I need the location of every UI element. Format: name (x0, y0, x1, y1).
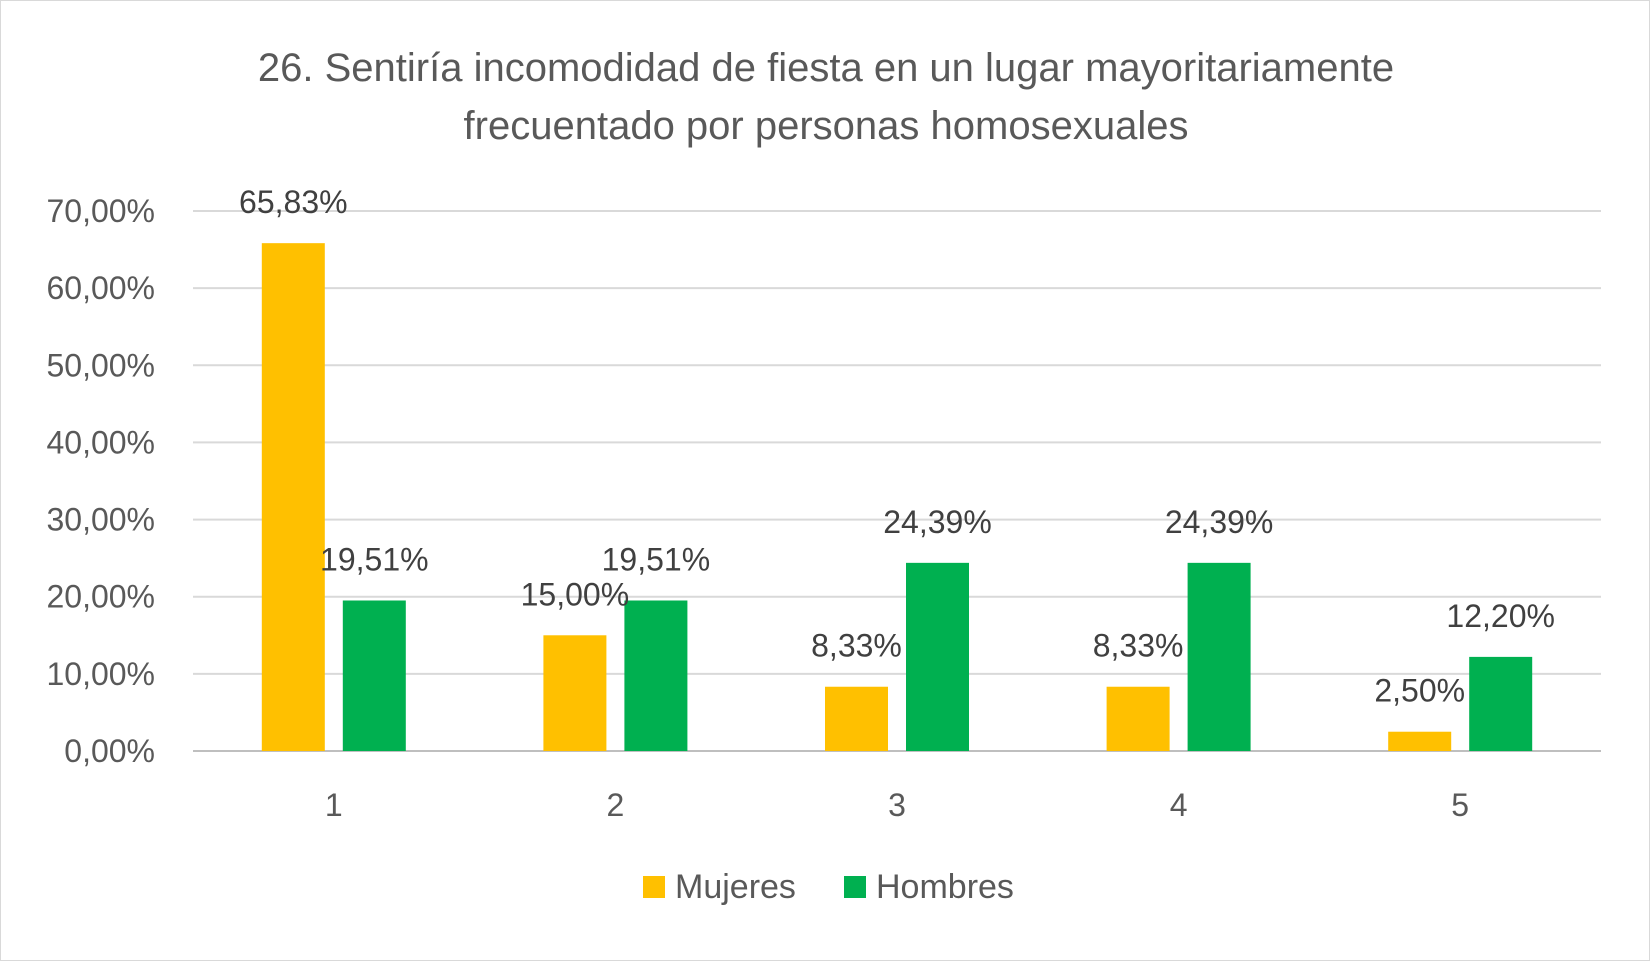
x-tick-label: 5 (1451, 787, 1469, 823)
y-tick-label: 30,00% (46, 502, 155, 538)
data-label-mujeres-5: 2,50% (1374, 673, 1465, 709)
y-tick-label: 0,00% (64, 733, 155, 769)
y-axis-tick-labels: 0,00% 10,00% 20,00% 30,00% 40,00% 50,00% 60,00… (46, 193, 155, 769)
legend-swatch-mujeres (643, 876, 665, 898)
x-tick-label: 1 (325, 787, 343, 823)
bar-mujeres-1 (261, 243, 325, 751)
x-axis-tick-labels: 1 2 3 4 5 (325, 787, 1469, 823)
data-labels: 65,83%19,51%15,00%19,51%8,33%24,39%8,33%… (239, 184, 1555, 709)
y-tick-label: 20,00% (46, 579, 155, 615)
y-tick-label: 10,00% (46, 656, 155, 692)
y-tick-label: 40,00% (46, 424, 155, 460)
legend-swatch-hombres (844, 876, 866, 898)
gridlines (193, 210, 1601, 752)
x-tick-label: 4 (1170, 787, 1188, 823)
x-tick-label: 2 (607, 787, 625, 823)
bar-hombres-2 (624, 600, 688, 751)
data-label-hombres-2: 19,51% (602, 541, 711, 577)
legend-label-hombres: Hombres (876, 868, 1014, 906)
y-tick-label: 60,00% (46, 270, 155, 306)
data-label-mujeres-3: 8,33% (811, 628, 902, 664)
y-tick-label: 70,00% (46, 193, 155, 229)
bar-hombres-1 (342, 600, 406, 751)
bar-mujeres-4 (1106, 686, 1170, 751)
chart-title-line-2: frecuentado por personas homosexuales (464, 104, 1189, 148)
bar-hombres-5 (1469, 656, 1533, 751)
chart-title: 26. Sentiría incomodidad de fiesta en un… (258, 46, 1394, 148)
data-label-mujeres-1: 65,83% (239, 184, 348, 220)
data-label-mujeres-2: 15,00% (521, 576, 630, 612)
x-tick-label: 3 (888, 787, 906, 823)
data-label-hombres-4: 24,39% (1165, 504, 1274, 540)
data-label-hombres-5: 12,20% (1446, 598, 1555, 634)
bar-mujeres-2 (543, 635, 607, 751)
data-label-hombres-3: 24,39% (883, 504, 992, 540)
legend: Mujeres Hombres (643, 868, 1014, 906)
y-tick-label: 50,00% (46, 347, 155, 383)
bar-hombres-4 (1187, 562, 1251, 751)
bar-mujeres-3 (825, 686, 888, 751)
bar-hombres-3 (906, 562, 969, 751)
bars (261, 243, 1533, 751)
bar-mujeres-5 (1388, 731, 1452, 751)
legend-label-mujeres: Mujeres (675, 868, 796, 906)
data-label-mujeres-4: 8,33% (1093, 628, 1184, 664)
chart-title-line-1: 26. Sentiría incomodidad de fiesta en un… (258, 46, 1394, 90)
data-label-hombres-1: 19,51% (320, 541, 429, 577)
